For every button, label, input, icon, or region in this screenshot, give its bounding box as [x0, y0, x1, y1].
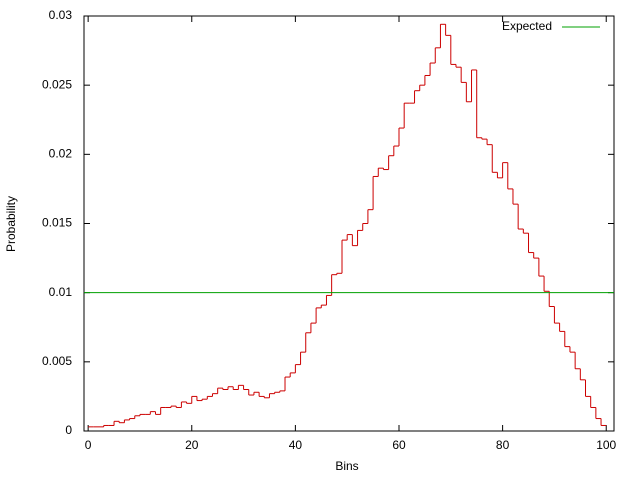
- step-connector: [93, 24, 606, 427]
- x-tick-label: 20: [185, 438, 199, 452]
- y-tick-label: 0.03: [49, 8, 73, 22]
- legend-label: Expected: [502, 19, 552, 33]
- x-tick-label: 80: [496, 438, 510, 452]
- y-tick-label: 0.005: [42, 354, 72, 368]
- x-tick-label: 100: [596, 438, 616, 452]
- x-tick-label: 60: [392, 438, 406, 452]
- y-tick-label: 0.02: [49, 147, 73, 161]
- y-tick-label: 0.01: [49, 285, 73, 299]
- x-tick-label: 40: [289, 438, 303, 452]
- y-tick-label: 0.015: [42, 216, 72, 230]
- y-tick-label: 0.025: [42, 77, 72, 91]
- x-axis-label: Bins: [335, 459, 358, 473]
- y-axis-label: Probability: [4, 196, 18, 252]
- y-tick-label: 0: [65, 423, 72, 437]
- plot-frame: [83, 15, 615, 432]
- x-tick-label: 0: [85, 438, 92, 452]
